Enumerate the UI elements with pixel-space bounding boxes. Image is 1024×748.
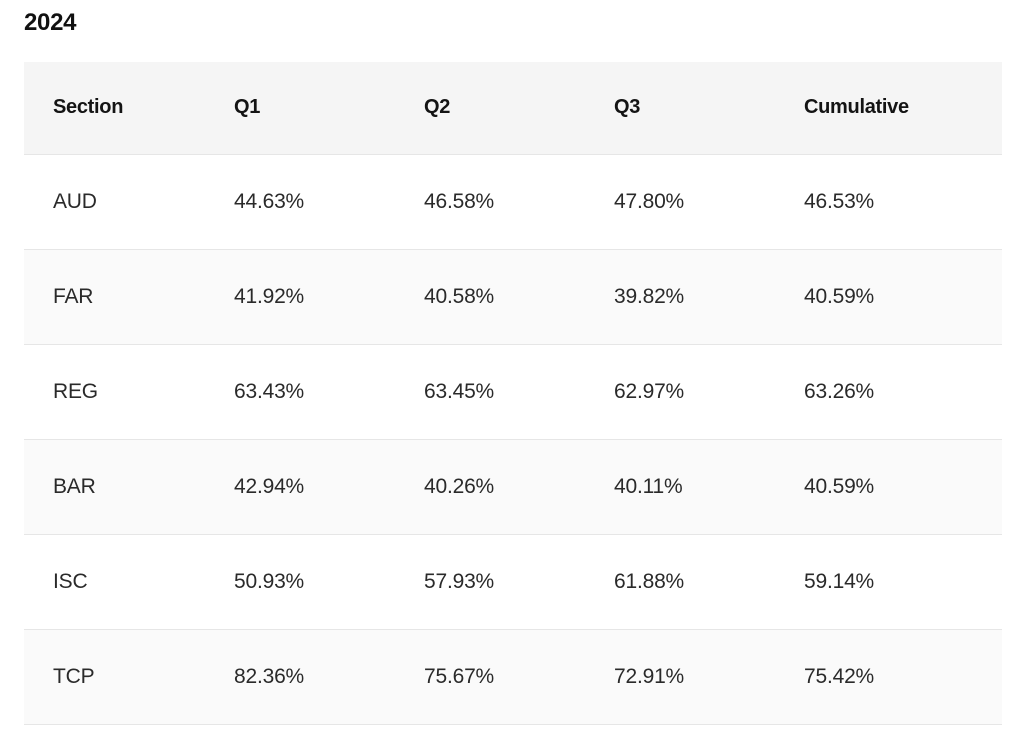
cell-q3: 40.11% [614,474,683,498]
cell-cumulative: 40.59% [804,474,875,498]
header-cell-cumulative: Cumulative [775,62,1002,155]
header-row: Section Q1 Q2 Q3 Cumulative [24,62,1002,155]
cell-cumulative: 59.14% [804,569,875,593]
cell-section: REG [53,379,98,403]
cell-q2: 40.58% [424,284,495,308]
cell-q2: 40.26% [424,474,495,498]
page-title: 2024 [24,9,77,36]
table-row: TCP 82.36% 75.67% 72.91% 75.42% [24,629,1002,724]
table-row: BAR 42.94% 40.26% 40.11% 40.59% [24,439,1002,534]
table-row: REG 63.43% 63.45% 62.97% 63.26% [24,344,1002,439]
cell-q2: 46.58% [424,189,495,213]
cell-q3: 62.97% [614,379,685,403]
cell-section: FAR [53,284,94,308]
table-row: AUD 44.63% 46.58% 47.80% 46.53% [24,154,1002,249]
cell-q2: 57.93% [424,569,495,593]
table-body: AUD 44.63% 46.58% 47.80% 46.53% FAR 41.9… [24,154,1002,724]
table-row: ISC 50.93% 57.93% 61.88% 59.14% [24,534,1002,629]
cell-q2: 75.67% [424,664,495,688]
cell-q3: 61.88% [614,569,685,593]
cell-cumulative: 46.53% [804,189,875,213]
cell-section: TCP [53,664,95,688]
cell-q3: 39.82% [614,284,685,308]
cell-section: AUD [53,189,97,213]
cell-section: ISC [53,569,88,593]
cell-q1: 42.94% [234,474,305,498]
table-header: Section Q1 Q2 Q3 Cumulative [24,62,1002,155]
cell-q3: 72.91% [614,664,685,688]
cell-q3: 47.80% [614,189,685,213]
table-row: FAR 41.92% 40.58% 39.82% 40.59% [24,249,1002,344]
pass-rate-table: Section Q1 Q2 Q3 Cumulative AUD 44.63% 4… [24,62,1002,725]
cell-cumulative: 75.42% [804,664,875,688]
header-cell-q3: Q3 [585,62,775,155]
cell-q1: 44.63% [234,189,305,213]
cell-q1: 50.93% [234,569,305,593]
cell-cumulative: 40.59% [804,284,875,308]
cell-q1: 63.43% [234,379,305,403]
cell-q1: 82.36% [234,664,305,688]
cell-section: BAR [53,474,96,498]
cell-cumulative: 63.26% [804,379,875,403]
header-cell-section: Section [24,62,205,155]
header-cell-q2: Q2 [395,62,585,155]
cell-q2: 63.45% [424,379,495,403]
cell-q1: 41.92% [234,284,305,308]
header-cell-q1: Q1 [205,62,395,155]
